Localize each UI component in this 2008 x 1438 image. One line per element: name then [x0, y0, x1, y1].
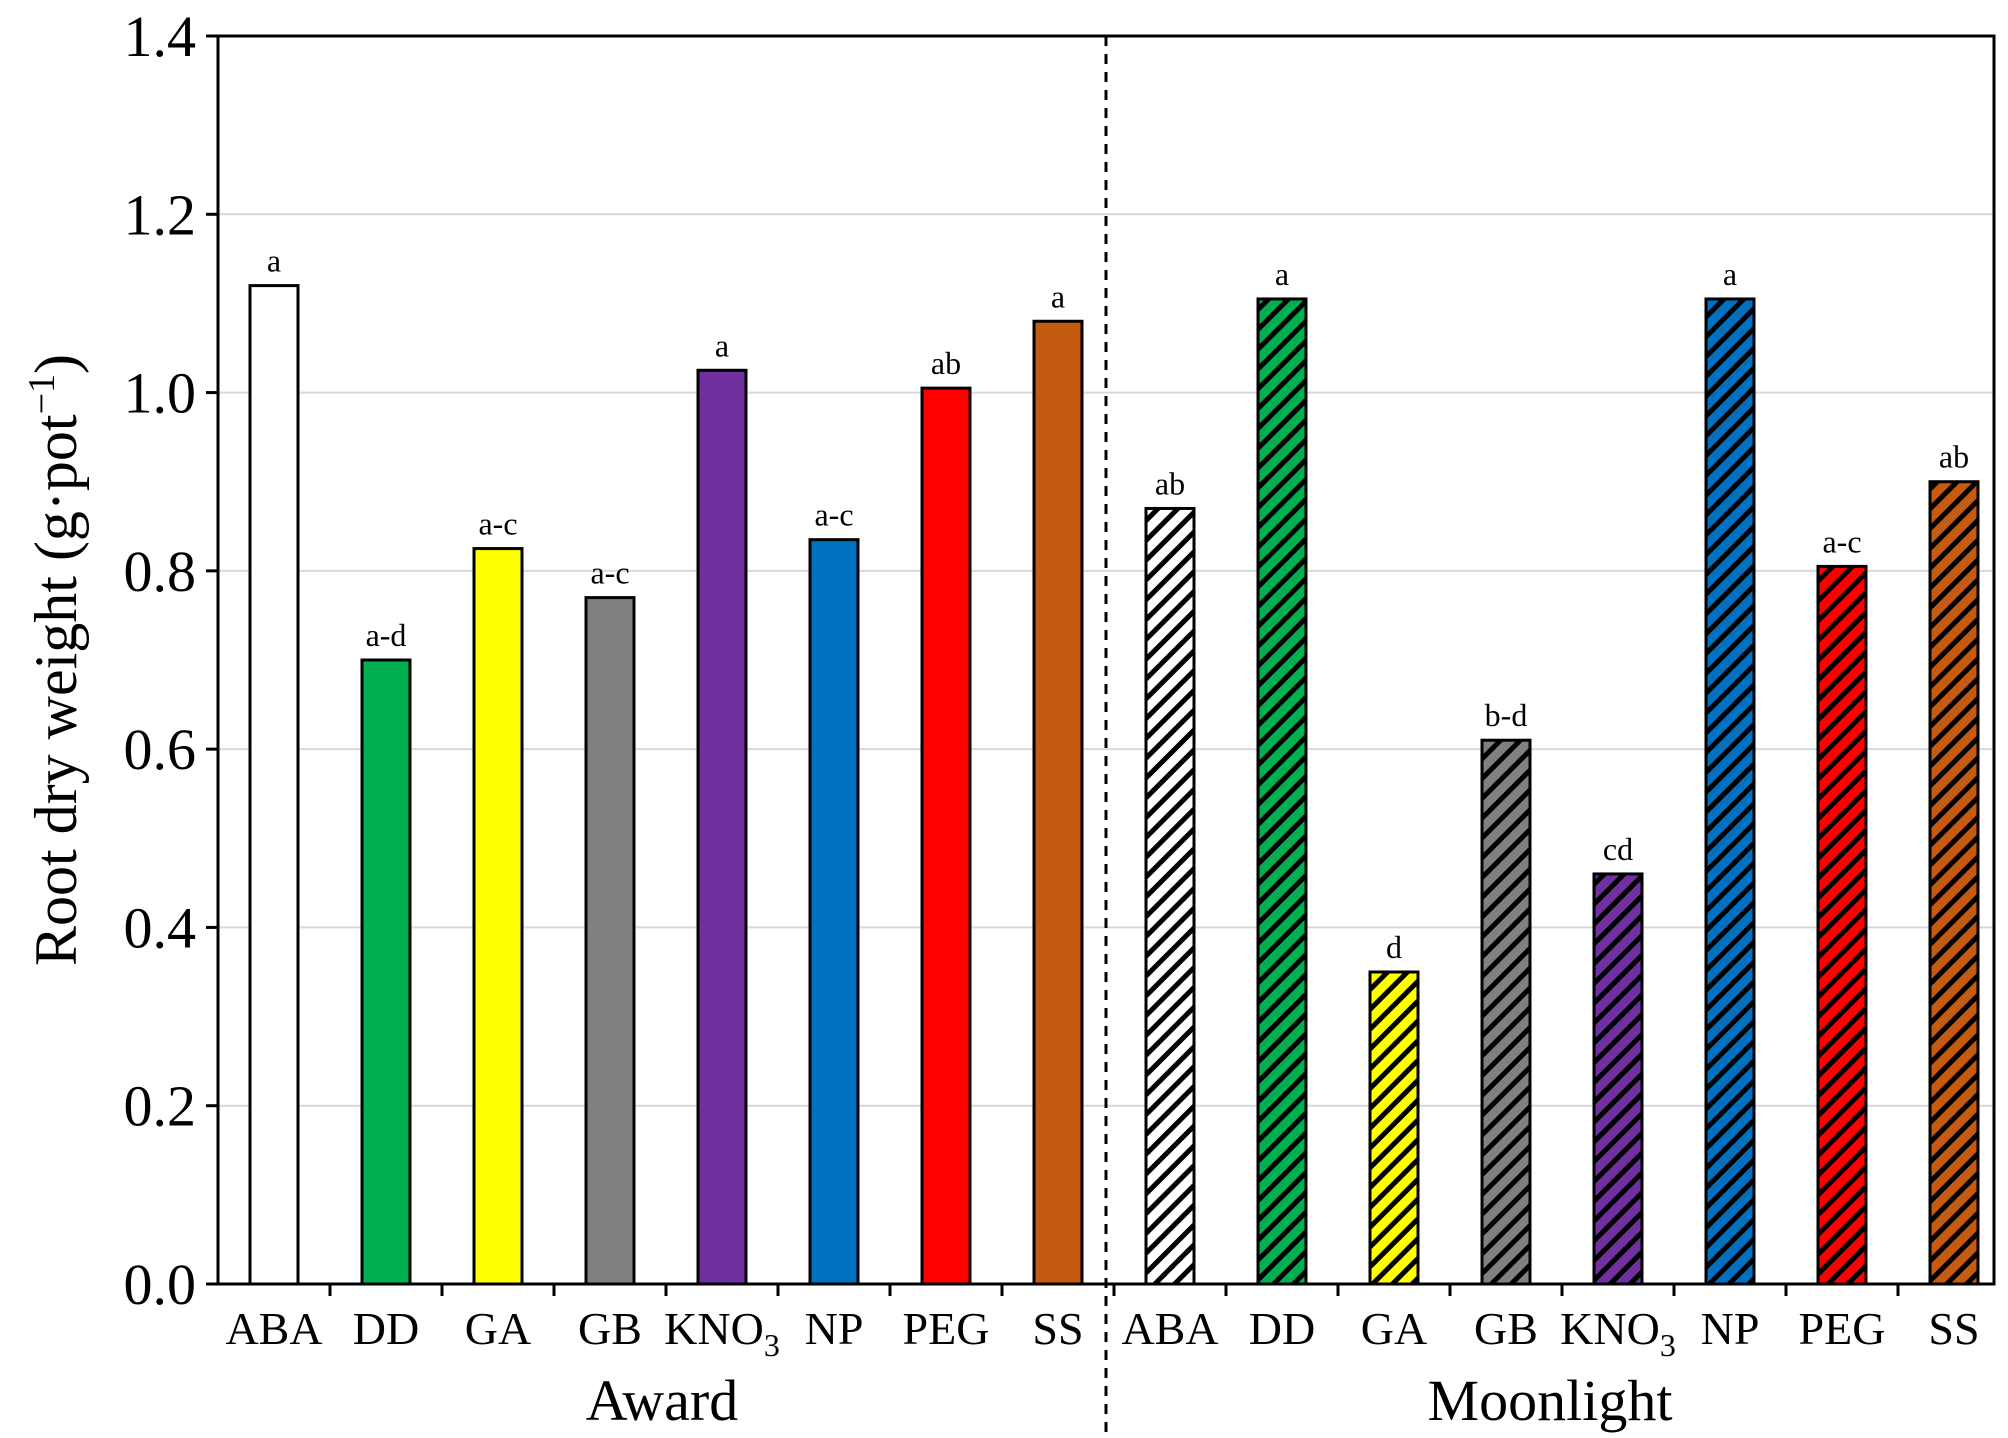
sig-letter-moonlight-ga: d [1386, 929, 1402, 965]
x-tick-label-moonlight-ss: SS [1928, 1303, 1979, 1354]
x-tick-label-award-dd: DD [353, 1303, 419, 1354]
y-axis-label-main: Root dry weight (g·pot [23, 414, 89, 966]
bar-moonlight-aba [1144, 506, 1196, 1286]
x-tick-label-award-kno3: KNO3 [664, 1303, 780, 1363]
bar-award-gb [584, 596, 636, 1286]
bar-award-ss [1032, 319, 1084, 1286]
bar-moonlight-kno3 [1592, 872, 1644, 1286]
bar-moonlight-peg [1816, 564, 1868, 1286]
bar-award-peg [920, 386, 972, 1286]
bar-moonlight-ss [1928, 480, 1980, 1286]
y-tick-label: 0.2 [124, 1074, 197, 1139]
y-tick-label: 0.6 [124, 717, 197, 782]
y-axis-label-superscript: −1 [21, 374, 63, 414]
x-tick-label-moonlight-np: NP [1701, 1303, 1760, 1354]
y-axis-label-end: ) [23, 354, 89, 374]
y-tick-label: 1.2 [124, 182, 197, 247]
bars [248, 284, 1980, 1286]
x-tick-label-moonlight-ga: GA [1361, 1303, 1427, 1354]
x-axis: ABA DD GA GB KNO3 NP PEG SS ABA DD GA GB KNO3 NP PEG SS [225, 1284, 1980, 1363]
bar-moonlight-dd [1256, 297, 1308, 1286]
bar-moonlight-gb [1480, 738, 1532, 1286]
x-tick-label-award-aba: ABA [225, 1303, 322, 1354]
sig-letter-award-gb: a-c [590, 555, 629, 591]
sig-letter-award-kno3: a [715, 327, 729, 363]
y-axis-label: Root dry weight (g·pot−1) [21, 354, 89, 966]
bar-award-ga [472, 547, 524, 1286]
y-tick-label: 0.8 [124, 539, 197, 604]
x-tick-label-moonlight-dd: DD [1249, 1303, 1315, 1354]
sig-letter-moonlight-ss: ab [1939, 439, 1969, 475]
sig-letter-award-ga: a-c [478, 506, 517, 542]
sig-letter-award-ss: a [1051, 278, 1065, 314]
group-label-award: Award [586, 1368, 739, 1433]
sig-letter-moonlight-kno3: cd [1603, 831, 1633, 867]
bar-award-kno3 [696, 368, 748, 1286]
sig-letter-award-peg: ab [931, 345, 961, 381]
y-tick-label: 0.0 [124, 1252, 197, 1317]
sig-letter-moonlight-peg: a-c [1822, 523, 1861, 559]
sig-letter-moonlight-np: a [1723, 256, 1737, 292]
significance-letters: a a-d a-c a-c a a-c ab a ab a d b-d cd a a-c ab [267, 243, 1969, 965]
bar-award-dd [360, 658, 412, 1286]
bar-award-np [808, 538, 860, 1286]
x-tick-label-moonlight-gb: GB [1474, 1303, 1538, 1354]
x-tick-label-award-ss: SS [1032, 1303, 1083, 1354]
x-tick-label-award-np: NP [805, 1303, 864, 1354]
bar-moonlight-np [1704, 297, 1756, 1286]
sig-letter-award-dd: a-d [366, 617, 407, 653]
y-axis: 0.0 0.2 0.4 0.6 0.8 1.0 1.2 1.4 [124, 4, 218, 1317]
group-label-moonlight: Moonlight [1428, 1368, 1673, 1433]
bar-award-aba [248, 284, 300, 1286]
sig-letter-award-aba: a [267, 243, 281, 279]
x-tick-label-award-peg: PEG [903, 1303, 990, 1354]
sig-letter-award-np: a-c [814, 497, 853, 533]
x-tick-label-moonlight-aba: ABA [1121, 1303, 1218, 1354]
x-tick-label-award-ga: GA [465, 1303, 531, 1354]
y-tick-label: 1.4 [124, 4, 197, 69]
x-tick-label-moonlight-peg: PEG [1799, 1303, 1886, 1354]
sig-letter-moonlight-gb: b-d [1485, 697, 1528, 733]
x-tick-label-moonlight-kno3: KNO3 [1560, 1303, 1676, 1363]
sig-letter-moonlight-aba: ab [1155, 465, 1185, 501]
y-tick-label: 1.0 [124, 361, 197, 426]
bar-moonlight-ga [1368, 970, 1420, 1286]
sig-letter-moonlight-dd: a [1275, 256, 1289, 292]
y-tick-label: 0.4 [124, 895, 197, 960]
x-tick-label-award-gb: GB [578, 1303, 642, 1354]
